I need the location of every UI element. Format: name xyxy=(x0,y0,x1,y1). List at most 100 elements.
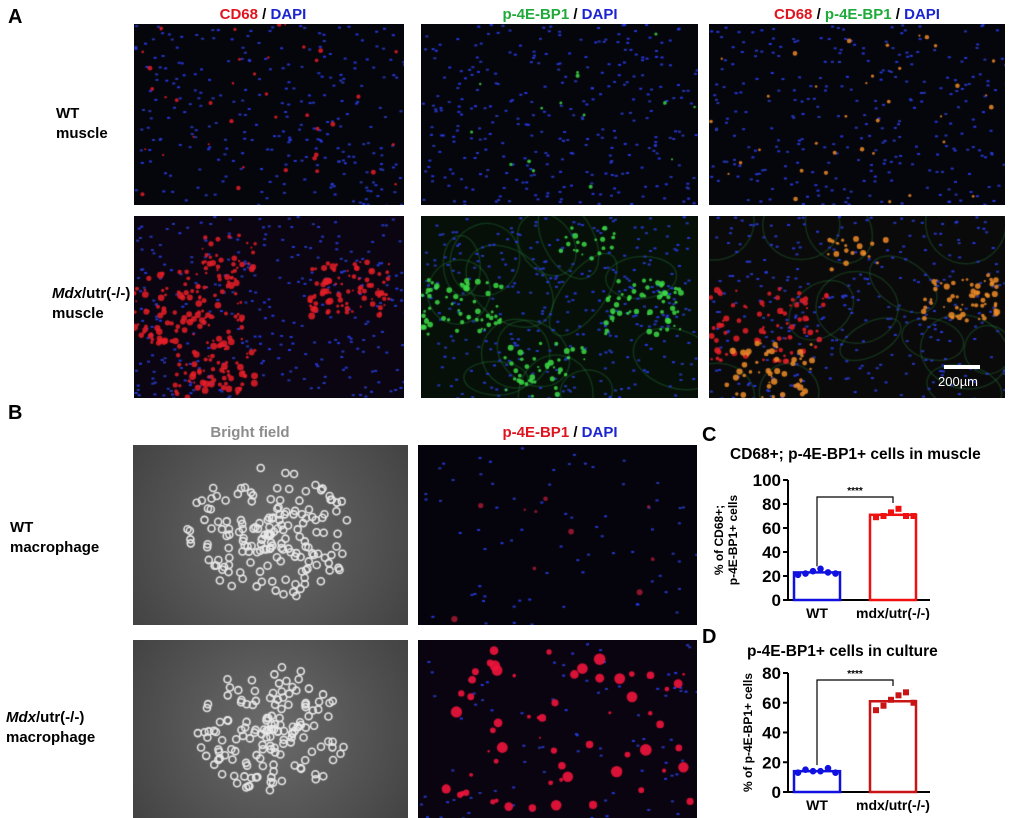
data-point xyxy=(794,571,802,579)
chart-title: CD68+; p-4E-BP1+ cells in muscle xyxy=(730,446,981,463)
column-header: CD68 / DAPI xyxy=(220,6,307,23)
row-label-italic: Mdx xyxy=(6,709,36,726)
micrograph-wt-merge xyxy=(709,24,1005,205)
data-point xyxy=(895,505,902,512)
data-point xyxy=(832,769,839,776)
data-point xyxy=(794,769,802,776)
y-tick-label: 80 xyxy=(762,664,781,683)
panel-b-letter: B xyxy=(8,402,23,424)
header-part: DAPI xyxy=(581,6,618,23)
scale-bar xyxy=(944,365,980,369)
y-tick-label: 60 xyxy=(762,694,781,713)
significance-label: **** xyxy=(847,486,863,497)
row-label-text: /utr(-/-) xyxy=(82,285,131,302)
header-part: / xyxy=(258,6,271,23)
chart-c: CD68+; p-4E-BP1+ cells in muscle 0 20 40 60 8… xyxy=(712,446,981,620)
data-point xyxy=(817,767,824,775)
y-axis-label: p-4E-BP1+ cells xyxy=(726,494,740,585)
data-point xyxy=(824,764,832,772)
column-header: CD68 / p-4E-BP1 / DAPI xyxy=(774,6,940,23)
x-tick-label: WT xyxy=(806,605,828,620)
data-point xyxy=(802,570,809,577)
header-part: / xyxy=(891,6,905,23)
data-point xyxy=(895,692,902,699)
scale-bar-label: 200µm xyxy=(938,374,979,389)
micrograph-wt-p4ebp1 xyxy=(421,24,698,205)
row-label: Mdx/utr(-/-) macrophage xyxy=(6,708,95,748)
row-label-line2: muscle xyxy=(52,305,104,322)
brightfield-wt xyxy=(133,445,408,625)
row-label-text: WT xyxy=(10,519,34,536)
header-part: DAPI xyxy=(581,424,618,441)
header-part: Bright field xyxy=(210,424,290,441)
y-tick-label: 0 xyxy=(772,591,781,610)
data-point xyxy=(802,766,809,773)
row-label: WT macrophage xyxy=(10,518,99,558)
header-part: / xyxy=(812,6,825,23)
row-label-line2: muscle xyxy=(56,125,108,142)
data-point xyxy=(903,513,909,519)
data-point xyxy=(873,707,879,714)
row-label-text: /utr(-/-) xyxy=(36,709,85,726)
data-point xyxy=(873,514,879,521)
micrograph-mdx-cd68 xyxy=(134,216,404,398)
header-part: p-4E-BP1 xyxy=(502,424,570,441)
panel-a-letter: A xyxy=(8,6,23,28)
micrograph-mdx-p4ebp1 xyxy=(421,216,698,398)
data-point xyxy=(888,696,894,703)
bar xyxy=(792,571,842,602)
micrograph-mdx-merge xyxy=(709,216,1005,398)
row-label-line1: Mdx/utr(-/-) xyxy=(52,284,130,304)
fluorescence-wt-p4ebp1 xyxy=(418,445,697,625)
row-label-italic: Mdx xyxy=(52,285,82,302)
row-label-line1: Mdx/utr(-/-) xyxy=(6,708,95,728)
x-tick-label: WT xyxy=(806,797,828,813)
y-tick-label: 80 xyxy=(762,495,781,514)
row-label-line1: WT xyxy=(10,518,99,538)
header-part: / xyxy=(569,424,582,441)
row-label: Mdx/utr(-/-) muscle xyxy=(52,284,130,324)
y-axis-label: % of p-4E-BP1+ cells xyxy=(741,673,755,792)
header-part: CD68 xyxy=(774,6,813,23)
y-tick-label: 40 xyxy=(762,543,781,562)
y-tick-label: 40 xyxy=(762,724,781,743)
data-point xyxy=(880,513,887,519)
chart-d: p-4E-BP1+ cells in culture 0 20 40 60 80 % of … xyxy=(741,643,938,813)
y-tick-label: 20 xyxy=(762,567,781,586)
significance-bracket xyxy=(816,496,894,567)
header-part: DAPI xyxy=(904,6,940,23)
bar xyxy=(868,700,918,794)
significance-bracket xyxy=(816,679,894,766)
column-header: Bright field xyxy=(210,424,289,441)
data-point xyxy=(910,699,917,706)
fluorescence-mdx-p4ebp1 xyxy=(418,640,697,818)
y-tick-label: 60 xyxy=(762,519,781,538)
data-point xyxy=(817,565,824,573)
bar xyxy=(868,513,918,602)
data-point xyxy=(809,567,817,575)
header-part: / xyxy=(569,6,582,23)
bar xyxy=(792,769,842,794)
data-point xyxy=(809,767,817,775)
row-label-line1: WT xyxy=(56,104,108,124)
column-header: p-4E-BP1 / DAPI xyxy=(502,424,617,441)
header-part: p-4E-BP1 xyxy=(824,6,892,23)
data-point xyxy=(888,509,894,516)
significance-label: **** xyxy=(847,669,863,680)
y-axis-label: % of CD68+; xyxy=(712,505,726,575)
x-tick-label: mdx/utr(-/-) xyxy=(856,797,930,813)
data-point xyxy=(880,702,887,709)
data-point xyxy=(832,570,839,577)
panel-d-letter: D xyxy=(702,626,717,648)
data-point xyxy=(903,689,909,696)
chart-title: p-4E-BP1+ cells in culture xyxy=(747,643,938,660)
row-label: WT muscle xyxy=(56,104,108,144)
row-label-line2: macrophage xyxy=(6,729,96,746)
x-tick-label: mdx/utr(-/-) xyxy=(856,605,930,620)
y-tick-label: 0 xyxy=(772,783,781,802)
column-header: p-4E-BP1 / DAPI xyxy=(502,6,617,23)
panel-c-letter: C xyxy=(702,424,717,446)
brightfield-mdx xyxy=(133,640,408,818)
header-part: DAPI xyxy=(270,6,307,23)
